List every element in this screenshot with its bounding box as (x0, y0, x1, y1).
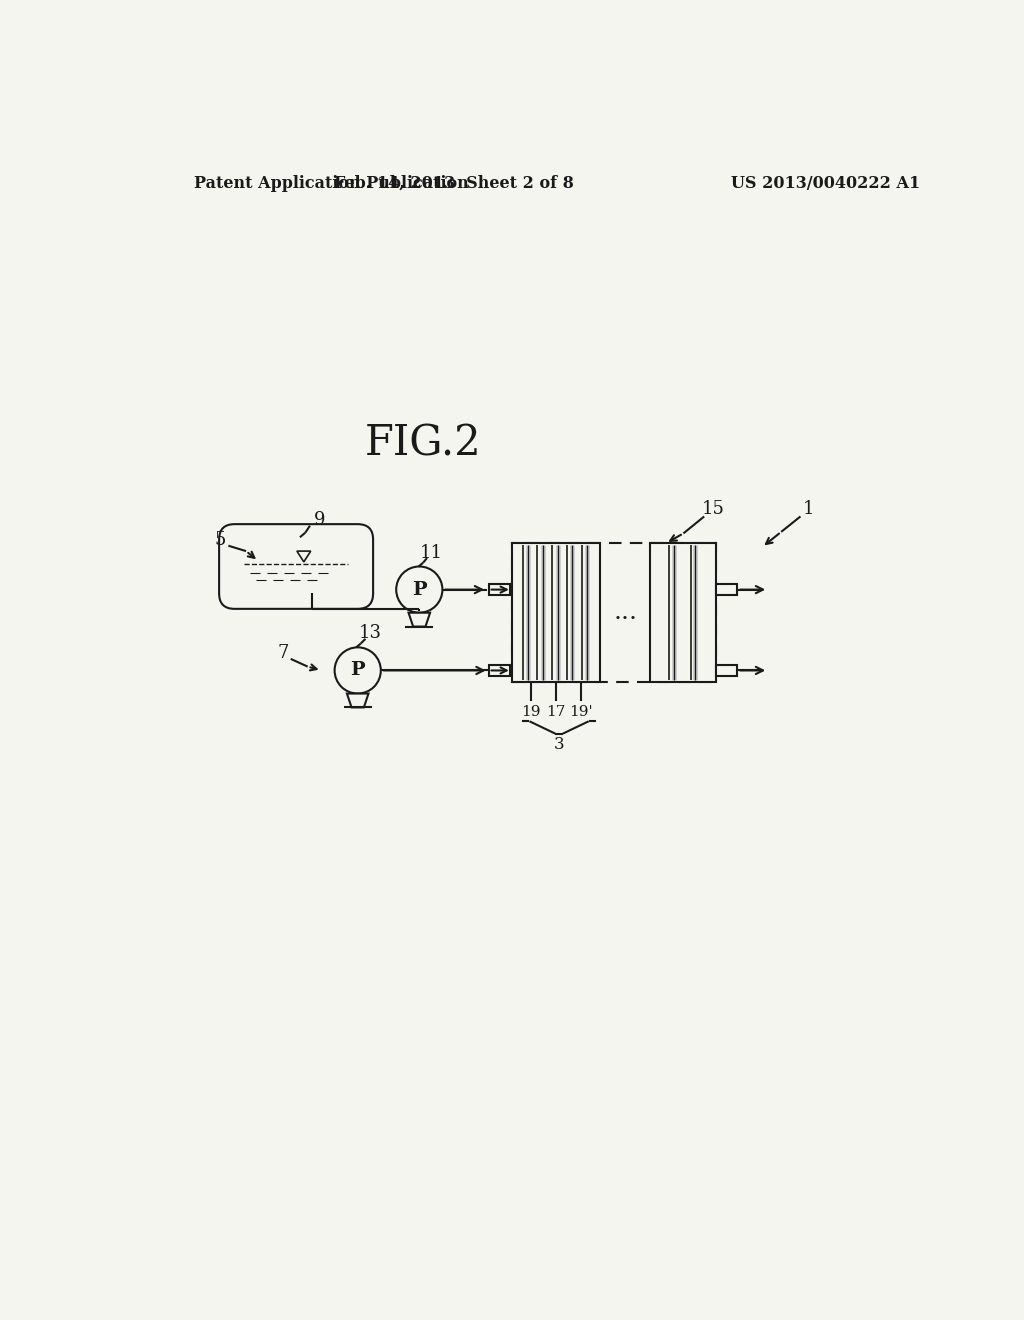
Text: Patent Application Publication: Patent Application Publication (194, 174, 468, 191)
Text: 17: 17 (546, 705, 565, 719)
Text: 15: 15 (702, 500, 725, 517)
Text: 1: 1 (803, 500, 814, 517)
Text: Feb. 14, 2013  Sheet 2 of 8: Feb. 14, 2013 Sheet 2 of 8 (334, 174, 573, 191)
Bar (512, 544, 716, 682)
Text: 13: 13 (358, 624, 382, 643)
Text: 19': 19' (569, 705, 593, 719)
FancyBboxPatch shape (219, 524, 373, 609)
Bar (488, 585, 510, 595)
Circle shape (396, 566, 442, 612)
Text: P: P (412, 581, 427, 598)
Polygon shape (297, 552, 310, 562)
Bar (512, 544, 600, 682)
Polygon shape (409, 612, 430, 627)
Text: 11: 11 (420, 544, 442, 561)
Bar (650, 544, 716, 682)
Text: 9: 9 (313, 511, 325, 529)
Text: 5: 5 (215, 531, 226, 549)
Bar (716, 585, 737, 595)
Bar (716, 665, 737, 676)
Polygon shape (347, 693, 369, 708)
Text: US 2013/0040222 A1: US 2013/0040222 A1 (731, 174, 921, 191)
Text: 19: 19 (521, 705, 541, 719)
Text: ...: ... (613, 601, 637, 624)
Circle shape (335, 647, 381, 693)
Text: 3: 3 (554, 735, 564, 752)
Text: 7: 7 (278, 644, 289, 661)
Text: FIG.2: FIG.2 (365, 422, 481, 465)
Bar (488, 665, 510, 676)
Text: P: P (350, 661, 365, 680)
